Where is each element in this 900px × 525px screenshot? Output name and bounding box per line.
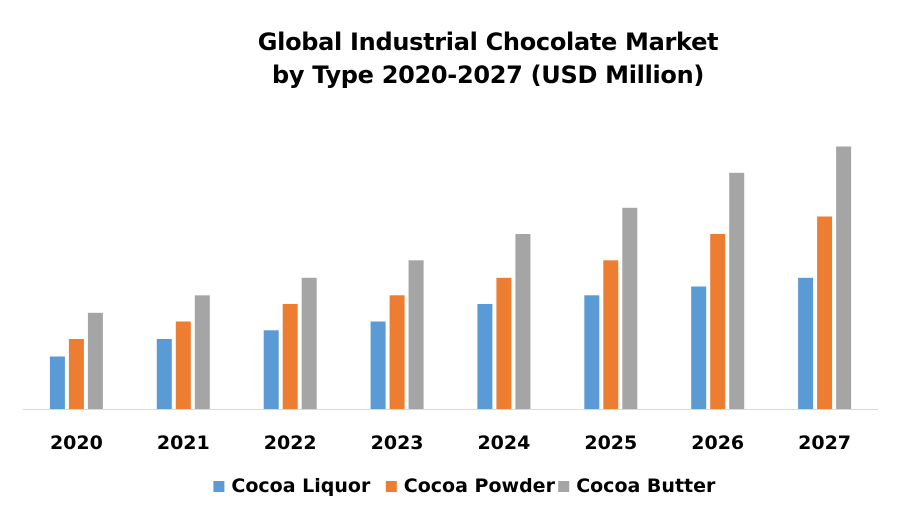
x-tick-label-2022: 2022	[264, 432, 317, 454]
bar-cocoa-butter-2027	[836, 146, 852, 409]
legend-label-cocoa-powder: Cocoa Powder	[404, 475, 556, 497]
legend-label-cocoa-butter: Cocoa Butter	[576, 475, 716, 497]
bar-cocoa-powder-2021	[175, 321, 191, 409]
bar-cocoa-powder-2025	[603, 260, 619, 410]
bar-cocoa-butter-2021	[194, 295, 210, 410]
x-tick-label-2026: 2026	[691, 432, 744, 454]
x-tick-label-2020: 2020	[50, 432, 103, 454]
bar-cocoa-liquor-2020	[49, 356, 65, 409]
bar-cocoa-powder-2027	[817, 216, 833, 409]
legend-swatch-cocoa-powder	[385, 481, 397, 492]
bar-cocoa-liquor-2022	[263, 330, 279, 410]
bar-cocoa-powder-2022	[282, 304, 298, 409]
x-tick-label-2023: 2023	[371, 432, 424, 454]
bar-cocoa-liquor-2025	[584, 295, 600, 410]
legend-swatch-cocoa-liquor	[213, 481, 225, 492]
bar-cocoa-powder-2020	[68, 339, 84, 409]
x-tick-label-2025: 2025	[584, 432, 637, 454]
bar-cocoa-butter-2020	[87, 312, 103, 410]
bar-cocoa-liquor-2027	[798, 277, 814, 410]
bar-cocoa-powder-2023	[389, 295, 405, 410]
bar-cocoa-butter-2026	[729, 172, 745, 410]
bar-cocoa-butter-2023	[408, 260, 424, 410]
bar-cocoa-liquor-2024	[477, 304, 493, 409]
legend-label-cocoa-liquor: Cocoa Liquor	[231, 475, 371, 497]
bar-cocoa-butter-2024	[515, 234, 531, 409]
bar-cocoa-butter-2022	[301, 277, 317, 410]
legend-swatch-cocoa-butter	[558, 481, 570, 492]
bar-cocoa-powder-2024	[496, 277, 512, 410]
chart-title-line-1: Global Industrial Chocolate Market	[257, 28, 719, 56]
bar-cocoa-butter-2025	[622, 207, 638, 410]
bar-cocoa-liquor-2026	[691, 286, 707, 409]
bar-cocoa-powder-2026	[710, 234, 726, 409]
x-tick-label-2024: 2024	[477, 432, 530, 454]
x-tick-label-2027: 2027	[798, 432, 851, 454]
chart-title-line-2: by Type 2020-2027 (USD Million)	[271, 61, 705, 89]
bar-cocoa-liquor-2021	[156, 339, 172, 409]
bar-cocoa-liquor-2023	[370, 321, 386, 409]
x-tick-label-2021: 2021	[157, 432, 210, 454]
